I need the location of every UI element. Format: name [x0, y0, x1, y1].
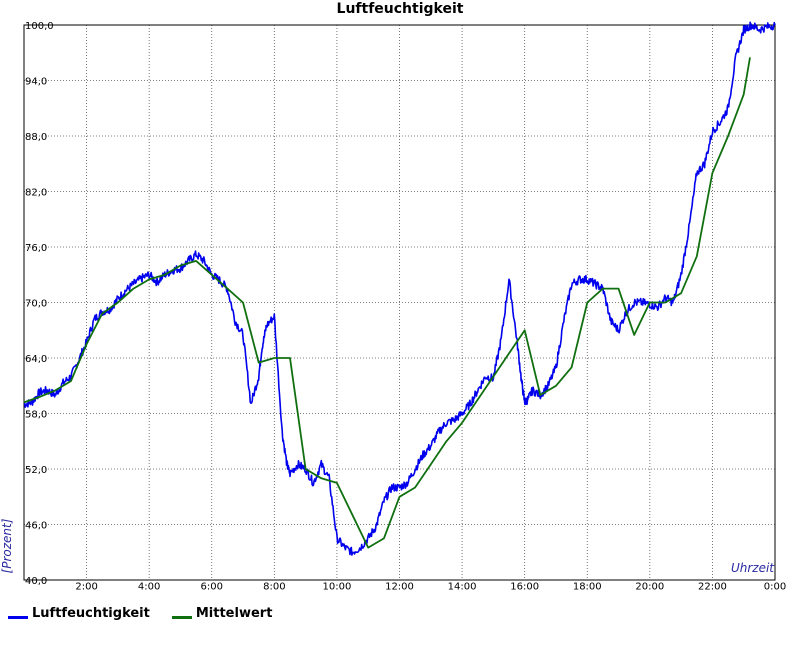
x-tick-label: 8:00 [263, 581, 285, 592]
y-tick-label: 94,0 [25, 77, 47, 88]
y-tick-labels: 40,0 46,0 52,0 58,0 64,0 70,0 76,0 82,0 88,0 94,0… [25, 21, 54, 587]
grid-lines [24, 25, 775, 580]
chart-title: Luftfeuchtigkeit [337, 1, 464, 17]
y-tick-label: 46,0 [25, 521, 47, 532]
y-axis-label: [Prozent] [0, 518, 14, 573]
x-tick-label: 2:00 [75, 581, 97, 592]
legend-label-luftfeuchtigkeit: Luftfeuchtigkeit [32, 606, 150, 621]
x-tick-label: 10:00 [323, 581, 352, 592]
x-tick-label: 18:00 [573, 581, 602, 592]
y-tick-label: 88,0 [25, 132, 47, 143]
x-tick-label: 16:00 [510, 581, 539, 592]
x-axis-label: Uhrzeit [731, 561, 775, 575]
x-tick-label: 22:00 [698, 581, 727, 592]
legend-item-luftfeuchtigkeit: Luftfeuchtigkeit [8, 606, 150, 621]
x-tick-label: 4:00 [138, 581, 160, 592]
y-tick-label: 52,0 [25, 465, 47, 476]
chart-legend: Luftfeuchtigkeit Mittelwert [8, 606, 272, 621]
x-tick-label: 20:00 [635, 581, 664, 592]
legend-swatch-mittelwert [171, 616, 192, 619]
y-tick-label: 76,0 [25, 243, 47, 254]
legend-item-mittelwert: Mittelwert [171, 606, 273, 621]
legend-swatch-luftfeuchtigkeit [8, 616, 28, 619]
x-tick-label: 6:00 [201, 581, 223, 592]
y-tick-label: 58,0 [25, 410, 47, 421]
x-tick-labels: 2:00 4:00 6:00 8:00 10:00 12:00 14:00 16:00 18:0… [75, 581, 786, 592]
series-lines [23, 21, 776, 556]
y-tick-label: 100,0 [25, 21, 54, 32]
y-tick-label: 40,0 [25, 576, 47, 587]
x-tick-label: 12:00 [385, 581, 414, 592]
y-tick-label: 70,0 [25, 299, 47, 310]
legend-label-mittelwert: Mittelwert [195, 606, 273, 621]
plot-area-border [23, 24, 776, 581]
x-tick-label: 14:00 [448, 581, 477, 592]
y-tick-label: 64,0 [25, 354, 47, 365]
y-tick-label: 82,0 [25, 188, 47, 199]
x-tick-label: 0:00 [764, 581, 786, 592]
series-line-luftfeuchtigkeit [23, 21, 776, 556]
series-line-mittelwert [23, 57, 751, 549]
